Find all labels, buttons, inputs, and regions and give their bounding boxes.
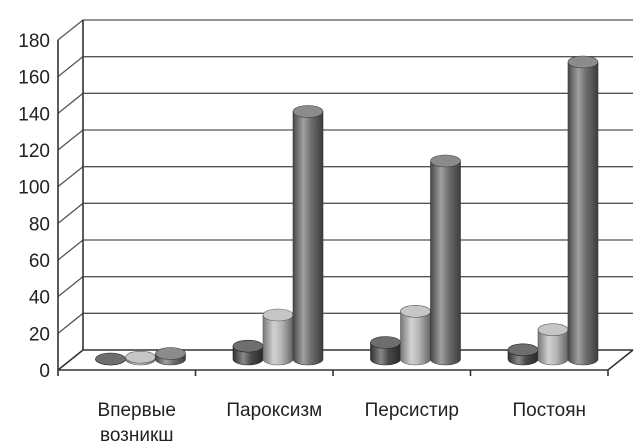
gridline-100 bbox=[57, 166, 633, 188]
bar-body bbox=[430, 160, 461, 366]
bar-top bbox=[125, 350, 156, 364]
x-category-label-0-1: возникш bbox=[100, 425, 174, 445]
bar-2-1 bbox=[400, 305, 431, 366]
bar-body bbox=[567, 61, 599, 366]
y-tick-label-40: 40 bbox=[29, 288, 50, 309]
bar-body bbox=[400, 311, 431, 366]
x-category-label-3-0: Постоян bbox=[512, 400, 586, 421]
gridline-80 bbox=[57, 202, 633, 224]
x-category-label-0-0: Впервые bbox=[98, 400, 176, 421]
bar-3-2 bbox=[567, 55, 599, 366]
bar-3-1 bbox=[537, 323, 569, 366]
y-tick-label-20: 20 bbox=[29, 324, 50, 345]
bar-top bbox=[232, 339, 264, 353]
bar-1-0 bbox=[232, 339, 264, 366]
bar-1-1 bbox=[262, 308, 294, 366]
y-tick-label-140: 140 bbox=[18, 104, 50, 125]
y-tick-label-160: 160 bbox=[18, 68, 50, 89]
y-tick-label-80: 80 bbox=[29, 214, 50, 235]
bar-0-2 bbox=[155, 347, 186, 366]
bar-top bbox=[507, 343, 539, 357]
bar-1-2 bbox=[292, 105, 324, 366]
bar-0-1 bbox=[125, 350, 156, 366]
gridline-40 bbox=[57, 276, 633, 298]
bar-top bbox=[292, 105, 324, 118]
y-tick-label-120: 120 bbox=[18, 141, 50, 162]
bar-top bbox=[430, 154, 461, 168]
bar-top bbox=[567, 55, 599, 69]
bar-2-0 bbox=[370, 336, 401, 366]
gridline-60 bbox=[57, 239, 633, 261]
y-tick-label-180: 180 bbox=[18, 31, 50, 52]
bar-0-0 bbox=[95, 352, 126, 366]
bar-top bbox=[95, 352, 126, 366]
bar-body bbox=[262, 314, 294, 366]
gridline-160 bbox=[57, 56, 633, 78]
bar-body bbox=[292, 111, 324, 366]
x-category-label-1-0: Пароксизм bbox=[226, 400, 322, 421]
bar-top bbox=[370, 336, 401, 349]
bar-top bbox=[262, 308, 294, 322]
x-category-label-2-0: Персистир bbox=[365, 400, 459, 421]
bar-top bbox=[537, 323, 569, 336]
gridline-120 bbox=[57, 129, 633, 151]
y-tick-label-60: 60 bbox=[29, 251, 50, 272]
bar-top bbox=[400, 305, 431, 318]
y-tick-label-100: 100 bbox=[18, 178, 50, 199]
bar-2-2 bbox=[430, 154, 461, 366]
bar-3-0 bbox=[507, 343, 539, 366]
gridline-180 bbox=[57, 19, 633, 41]
bar-top bbox=[155, 347, 186, 360]
y-tick-label-0: 0 bbox=[39, 361, 50, 382]
gridline-140 bbox=[57, 92, 633, 114]
